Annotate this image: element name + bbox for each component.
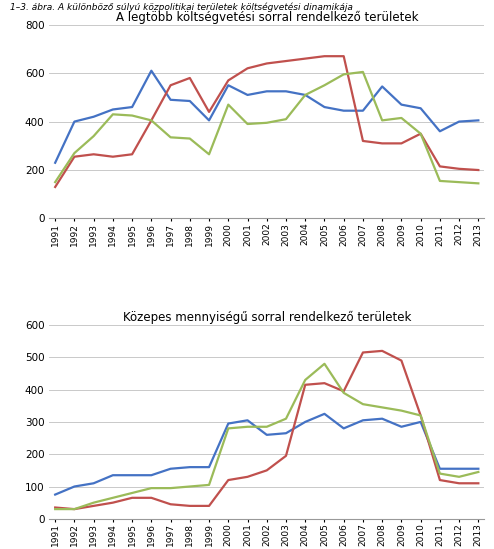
Title: Közepes mennyiségű sorral rendelkező területek: Közepes mennyiségű sorral rendelkező ter… <box>123 311 411 324</box>
Title: A legtöbb költségvetési sorral rendelkező területek: A legtöbb költségvetési sorral rendelkez… <box>116 10 418 24</box>
Legend: Kormányzati működés, Igazságügy és büntetőpolitika, Oktatáspolitika: Kormányzati működés, Igazságügy és bünte… <box>132 326 401 353</box>
Text: 1–3. ábra. A különböző súlyú közpolitikai területek költségvetési dinamikája: 1–3. ábra. A különböző súlyú közpolitika… <box>10 3 353 12</box>
